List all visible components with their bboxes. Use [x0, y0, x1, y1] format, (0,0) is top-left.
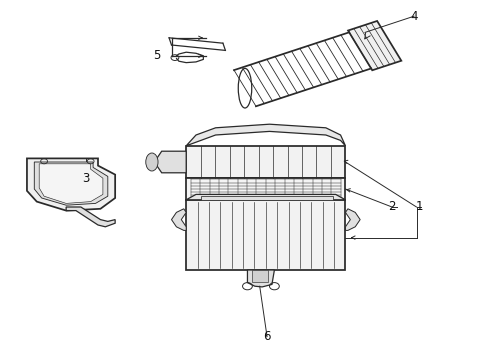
Polygon shape	[201, 196, 333, 200]
Text: 1: 1	[415, 201, 423, 213]
Polygon shape	[27, 158, 115, 211]
Text: 2: 2	[388, 201, 396, 213]
Polygon shape	[186, 146, 345, 178]
Text: 3: 3	[82, 172, 90, 185]
Text: 4: 4	[410, 10, 418, 23]
Polygon shape	[186, 194, 345, 200]
Polygon shape	[348, 21, 401, 70]
Polygon shape	[247, 270, 274, 287]
Polygon shape	[345, 209, 360, 230]
Polygon shape	[66, 207, 115, 227]
Polygon shape	[252, 270, 268, 282]
Polygon shape	[186, 178, 345, 200]
Ellipse shape	[146, 153, 158, 171]
Polygon shape	[172, 209, 186, 230]
Polygon shape	[39, 164, 103, 203]
Polygon shape	[186, 124, 345, 146]
Text: 5: 5	[153, 49, 161, 62]
Polygon shape	[186, 200, 345, 270]
Polygon shape	[34, 162, 108, 205]
Text: 6: 6	[263, 330, 271, 343]
Polygon shape	[154, 151, 186, 173]
